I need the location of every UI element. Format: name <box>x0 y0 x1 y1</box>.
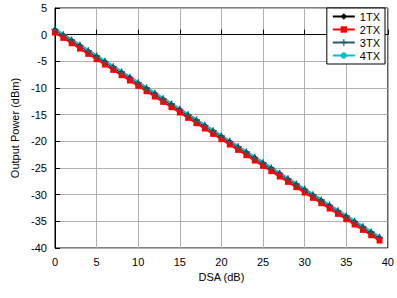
svg-text:25: 25 <box>257 256 269 268</box>
svg-text:3TX: 3TX <box>360 37 381 49</box>
svg-text:-15: -15 <box>31 109 47 121</box>
svg-text:30: 30 <box>299 256 311 268</box>
svg-text:5: 5 <box>94 256 100 268</box>
svg-text:1TX: 1TX <box>360 11 381 23</box>
svg-text:-20: -20 <box>31 135 47 147</box>
svg-text:Output Power (dBm): Output Power (dBm) <box>9 78 21 178</box>
svg-text:35: 35 <box>340 256 352 268</box>
svg-text:0: 0 <box>41 29 47 41</box>
svg-text:10: 10 <box>132 256 144 268</box>
svg-text:5: 5 <box>41 2 47 14</box>
svg-text:-30: -30 <box>31 189 47 201</box>
svg-text:0: 0 <box>52 256 58 268</box>
svg-text:-35: -35 <box>31 215 47 227</box>
svg-text:-25: -25 <box>31 162 47 174</box>
svg-text:-40: -40 <box>31 242 47 254</box>
svg-text:-5: -5 <box>37 55 47 67</box>
svg-text:15: 15 <box>174 256 186 268</box>
svg-text:40: 40 <box>382 256 394 268</box>
svg-text:4TX: 4TX <box>360 50 381 62</box>
svg-text:2TX: 2TX <box>360 24 381 36</box>
svg-text:-10: -10 <box>31 82 47 94</box>
svg-text:20: 20 <box>215 256 227 268</box>
svg-text:DSA (dB): DSA (dB) <box>199 271 245 283</box>
